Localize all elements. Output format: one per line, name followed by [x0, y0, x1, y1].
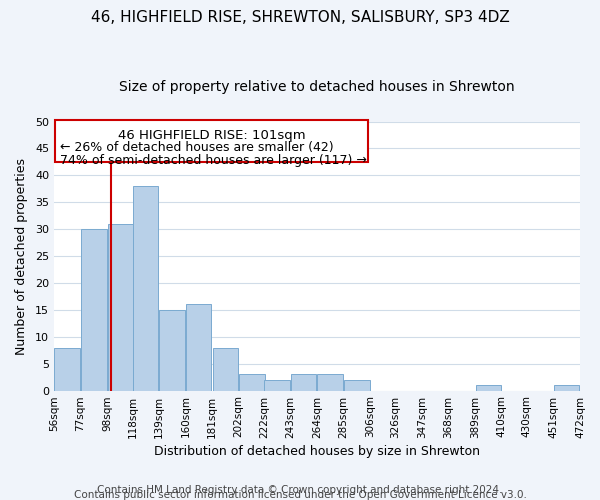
- Text: 46, HIGHFIELD RISE, SHREWTON, SALISBURY, SP3 4DZ: 46, HIGHFIELD RISE, SHREWTON, SALISBURY,…: [91, 10, 509, 25]
- Text: 74% of semi-detached houses are larger (117) →: 74% of semi-detached houses are larger (…: [60, 154, 367, 167]
- Bar: [55, 120, 368, 162]
- Bar: [265, 380, 290, 390]
- Y-axis label: Number of detached properties: Number of detached properties: [15, 158, 28, 354]
- Bar: [81, 229, 107, 390]
- Text: ← 26% of detached houses are smaller (42): ← 26% of detached houses are smaller (42…: [60, 142, 334, 154]
- Bar: [344, 380, 370, 390]
- Text: Contains public sector information licensed under the Open Government Licence v3: Contains public sector information licen…: [74, 490, 526, 500]
- Bar: [186, 304, 211, 390]
- Text: Contains HM Land Registry data © Crown copyright and database right 2024.: Contains HM Land Registry data © Crown c…: [97, 485, 503, 495]
- Bar: [476, 385, 501, 390]
- Bar: [317, 374, 343, 390]
- Bar: [291, 374, 316, 390]
- Bar: [160, 310, 185, 390]
- X-axis label: Distribution of detached houses by size in Shrewton: Distribution of detached houses by size …: [154, 444, 480, 458]
- Bar: [239, 374, 265, 390]
- Bar: [212, 348, 238, 391]
- Title: Size of property relative to detached houses in Shrewton: Size of property relative to detached ho…: [119, 80, 515, 94]
- Bar: [133, 186, 158, 390]
- Bar: [554, 385, 580, 390]
- Bar: [55, 348, 80, 391]
- Bar: [107, 224, 133, 390]
- Text: 46 HIGHFIELD RISE: 101sqm: 46 HIGHFIELD RISE: 101sqm: [118, 128, 305, 141]
